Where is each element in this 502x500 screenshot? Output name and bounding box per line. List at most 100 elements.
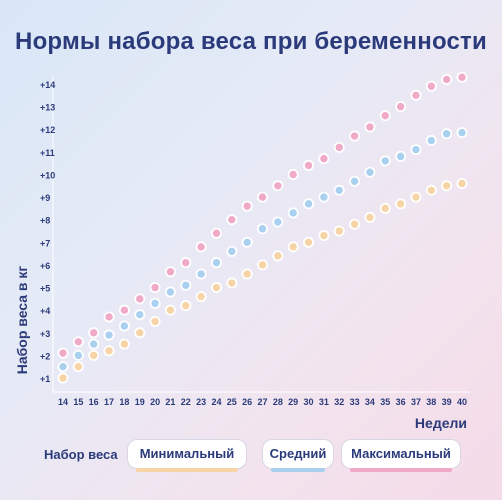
y-tick-label: +6 [40, 261, 50, 271]
data-point [226, 214, 238, 226]
data-point [333, 225, 345, 237]
data-point [241, 268, 253, 280]
legend-item-minimal: Минимальный [128, 440, 246, 472]
data-point [379, 155, 391, 167]
x-tick-label: 21 [165, 397, 175, 407]
x-tick-label: 35 [380, 397, 390, 407]
legend-item-label: Максимальный [351, 446, 451, 461]
data-point [425, 184, 437, 196]
data-point [318, 230, 330, 242]
chart-title: Нормы набора веса при беременности [15, 28, 487, 55]
x-tick-label: 40 [457, 397, 467, 407]
data-point [395, 150, 407, 162]
data-point [210, 257, 222, 269]
y-tick-label: +4 [40, 306, 50, 316]
data-point [210, 227, 222, 239]
data-point [118, 304, 130, 316]
data-point [195, 241, 207, 253]
data-point [180, 257, 192, 269]
data-point [57, 347, 69, 359]
data-point [134, 327, 146, 339]
data-point [180, 300, 192, 312]
y-tick-label: +5 [40, 284, 50, 294]
y-tick-label: +3 [40, 329, 50, 339]
data-point [349, 130, 361, 142]
data-point [379, 202, 391, 214]
x-axis-label: Недели [415, 415, 467, 431]
legend-color-bar [350, 468, 452, 472]
data-point [318, 153, 330, 165]
x-tick-label: 20 [150, 397, 160, 407]
data-point [303, 159, 315, 171]
data-point [72, 336, 84, 348]
data-point [103, 345, 115, 357]
legend: Набор веса Минимальный Средний Максималь… [0, 440, 502, 472]
x-tick-label: 36 [396, 397, 406, 407]
data-point [410, 89, 422, 101]
x-tick-label: 22 [181, 397, 191, 407]
data-point [164, 286, 176, 298]
data-point [210, 282, 222, 294]
legend-item-label: Средний [269, 446, 327, 461]
data-point [149, 282, 161, 294]
x-tick-label: 25 [227, 397, 237, 407]
data-point [425, 80, 437, 92]
data-point [272, 250, 284, 262]
data-point [195, 291, 207, 303]
data-point [57, 372, 69, 384]
x-tick-label: 30 [304, 397, 314, 407]
legend-item-average: Средний [263, 440, 333, 472]
x-tick-label: 38 [426, 397, 436, 407]
y-tick-label: +10 [40, 170, 55, 180]
data-point [364, 211, 376, 223]
data-point [149, 315, 161, 327]
data-point [272, 216, 284, 228]
data-point [287, 168, 299, 180]
data-point [241, 236, 253, 248]
data-point [456, 127, 468, 139]
data-point [333, 141, 345, 153]
legend-color-bar [136, 468, 238, 472]
data-point [256, 259, 268, 271]
data-point [349, 175, 361, 187]
data-point [410, 191, 422, 203]
data-point [425, 135, 437, 147]
x-tick-label: 32 [334, 397, 344, 407]
data-point [164, 304, 176, 316]
data-point [456, 71, 468, 83]
x-tick-label: 24 [211, 397, 221, 407]
x-tick-label: 23 [196, 397, 206, 407]
data-point [333, 184, 345, 196]
x-tick-label: 19 [135, 397, 145, 407]
x-tick-label: 37 [411, 397, 421, 407]
x-tick-label: 17 [104, 397, 114, 407]
legend-label: Набор веса [44, 447, 118, 462]
data-point [72, 361, 84, 373]
legend-item-label: Минимальный [139, 446, 235, 461]
x-tick-label: 26 [242, 397, 252, 407]
y-tick-label: +14 [40, 80, 55, 90]
x-tick-label: 28 [273, 397, 283, 407]
y-tick-label: +9 [40, 193, 50, 203]
chart-area: +1 +2 +3 +4 +5 +6 +7 +8 +9 +10 +11 +12 +13 +14 14 15 16 1… [14, 71, 468, 431]
data-point [103, 311, 115, 323]
data-point [272, 180, 284, 192]
data-point [287, 241, 299, 253]
y-axis-label: Набор веса в кг [14, 266, 30, 375]
data-point [318, 191, 330, 203]
y-tick-label: +12 [40, 125, 55, 135]
legend-item-maximum: Максимальный [342, 440, 460, 472]
data-point [441, 128, 453, 140]
x-tick-label: 39 [442, 397, 452, 407]
data-point [118, 338, 130, 350]
data-point [88, 349, 100, 361]
data-point [88, 327, 100, 339]
y-tick-label: +7 [40, 238, 50, 248]
data-point [256, 223, 268, 235]
x-tick-label: 16 [89, 397, 99, 407]
y-tick-label: +1 [40, 374, 50, 384]
x-tick-label: 29 [288, 397, 298, 407]
data-point [241, 200, 253, 212]
y-tick-label: +13 [40, 103, 55, 113]
data-point [149, 297, 161, 309]
